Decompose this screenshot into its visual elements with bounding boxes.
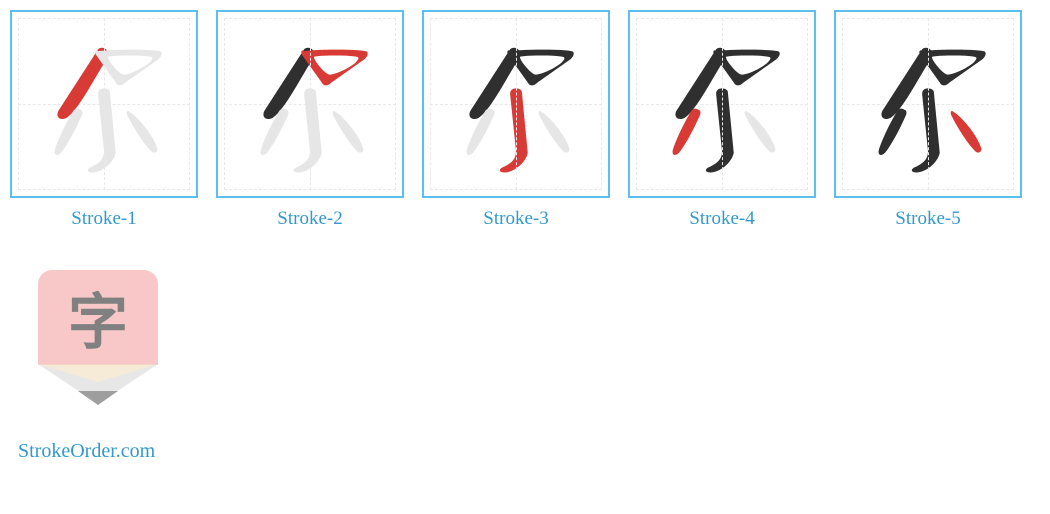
stroke-cell: Stroke-2: [216, 10, 404, 230]
stroke-box: [216, 10, 404, 198]
stroke-glyph: [836, 12, 1020, 196]
stroke-path-3: [88, 88, 116, 172]
stroke-path-5: [951, 111, 982, 153]
footer-site-name: StrokeOrder.com: [18, 440, 1040, 463]
stroke-glyph: [630, 12, 814, 196]
stroke-label: Stroke-3: [483, 208, 548, 230]
stroke-label: Stroke-4: [689, 208, 754, 230]
logo-character: 字: [68, 274, 128, 361]
stroke-box: [10, 10, 198, 198]
stroke-glyph: [424, 12, 608, 196]
stroke-path-3: [294, 88, 322, 172]
stroke-path-2: [95, 50, 161, 86]
stroke-path-5: [539, 111, 570, 153]
stroke-path-2: [507, 50, 573, 86]
stroke-box: [628, 10, 816, 198]
stroke-path-5: [127, 111, 158, 153]
stroke-glyph: [218, 12, 402, 196]
stroke-box: [422, 10, 610, 198]
stroke-label: Stroke-5: [895, 208, 960, 230]
stroke-path-5: [745, 111, 776, 153]
stroke-cell: Stroke-4: [628, 10, 816, 230]
stroke-path-2: [301, 50, 367, 86]
logo-background: 字: [38, 270, 158, 365]
stroke-path-3: [912, 88, 940, 172]
stroke-label: Stroke-1: [71, 208, 136, 230]
stroke-cell: Stroke-3: [422, 10, 610, 230]
stroke-row: Stroke-1 Stroke-2 Stroke-3 Stroke-4 Stroke-5: [10, 10, 1040, 230]
logo: 字: [38, 270, 1040, 410]
stroke-path-2: [713, 50, 779, 86]
logo-pencil-point: [78, 391, 118, 405]
stroke-box: [834, 10, 1022, 198]
stroke-cell: Stroke-5: [834, 10, 1022, 230]
stroke-cell: Stroke-1: [10, 10, 198, 230]
stroke-glyph: [12, 12, 196, 196]
stroke-path-3: [706, 88, 734, 172]
stroke-label: Stroke-2: [277, 208, 342, 230]
stroke-path-5: [333, 111, 364, 153]
stroke-path-3: [500, 88, 528, 172]
stroke-path-2: [919, 50, 985, 86]
